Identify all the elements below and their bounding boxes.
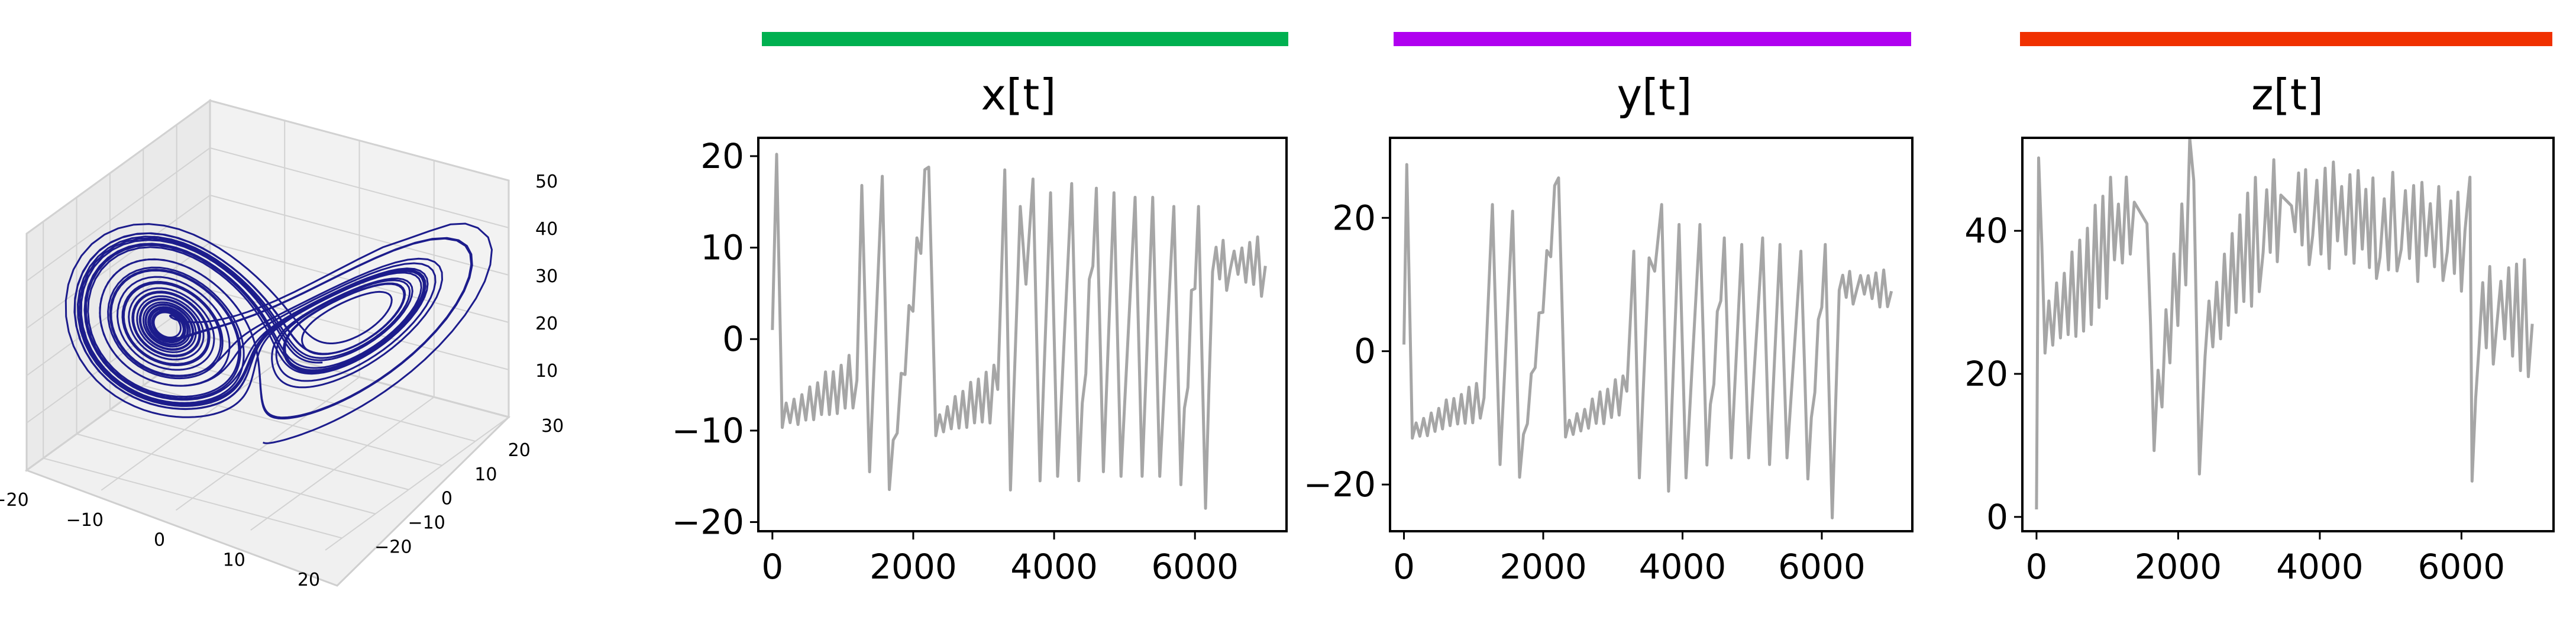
z-xtick-label: 6000 xyxy=(2418,547,2506,587)
x-ytick-label: 10 xyxy=(700,228,744,268)
y-tick-label: −20 xyxy=(374,537,412,558)
x-grid-floor xyxy=(250,396,435,531)
z-xtick-label: 4000 xyxy=(2276,547,2364,587)
x-axes-frame xyxy=(757,137,1288,532)
z-axes-frame xyxy=(2021,137,2555,532)
y-tick-label: 30 xyxy=(541,416,564,437)
z-tick-label: 50 xyxy=(535,172,558,192)
z-plot: 0 2000 4000 6000 0 20 40 xyxy=(1964,137,2555,587)
y-xtick-label: 0 xyxy=(1393,547,1415,587)
z-tick-label: 30 xyxy=(535,266,558,287)
z-xtick-label: 0 xyxy=(2025,547,2047,587)
x-xtick-label: 6000 xyxy=(1151,547,1239,587)
panel-z: z[t] 0 2000 4000 6000 0 20 40 xyxy=(1964,32,2555,587)
z-tick-label: 10 xyxy=(535,361,558,382)
y-tick-label: 20 xyxy=(508,440,531,461)
x-tick-label: 10 xyxy=(223,550,245,570)
y-grid-floor xyxy=(43,457,342,539)
x-xtick-label: 2000 xyxy=(870,547,957,587)
x-tick-label: −10 xyxy=(66,510,104,531)
z-color-bar xyxy=(2020,32,2552,46)
y-grid-floor xyxy=(176,360,476,442)
z-grid-left xyxy=(26,100,211,234)
y-grid-floor xyxy=(76,433,376,515)
z-grid-left xyxy=(26,195,211,329)
x-xtick-label: 0 xyxy=(761,547,783,587)
y-axes-frame xyxy=(1389,137,1914,532)
x-ytick-label: −20 xyxy=(672,502,744,542)
y-xtick-label: 6000 xyxy=(1778,547,1866,587)
x-plot: 0 2000 4000 6000 −20 −10 0 10 20 xyxy=(672,136,1288,587)
x-grid-floor xyxy=(101,356,285,491)
y-tick-label: 0 xyxy=(441,489,453,509)
z-ytick-label: 20 xyxy=(1964,354,2008,394)
z-tick-label: 40 xyxy=(535,219,558,240)
x-tick-label: 0 xyxy=(154,530,165,551)
y-tick-label: 10 xyxy=(474,464,497,485)
y-ytick-label: 0 xyxy=(1354,331,1376,372)
x-xtick-label: 4000 xyxy=(1010,547,1098,587)
z-tick-label: 20 xyxy=(535,314,558,334)
y-plot: 0 2000 4000 6000 −20 0 20 xyxy=(1304,137,1914,587)
y-tick-label: −10 xyxy=(408,513,445,534)
x-ytick-label: −10 xyxy=(672,411,744,451)
z-grid-back xyxy=(209,195,509,276)
x-title: x[t] xyxy=(981,70,1056,119)
x-tick-label: 20 xyxy=(298,570,320,590)
y-grid-floor xyxy=(109,409,409,490)
x-grid-floor xyxy=(325,416,509,551)
y-series-line xyxy=(1402,163,1893,519)
ticks-3d: −20 −10 0 10 20 −20 −10 0 10 20 30 10 20 30 40 50 xyxy=(0,172,564,590)
z-grid-back xyxy=(209,147,509,228)
z-ytick-label: 40 xyxy=(1964,211,2008,251)
y-ytick-label: 20 xyxy=(1332,198,1376,238)
attractor-3d-plot: −20 −10 0 10 20 −20 −10 0 10 20 30 10 20 30 40 50 xyxy=(0,99,564,590)
x-ytick-label: 0 xyxy=(722,319,744,359)
panel-y: y[t] 0 2000 4000 6000 −20 0 20 xyxy=(1304,32,1914,587)
panel-x: x[t] 0 2000 4000 6000 −20 −10 0 10 20 xyxy=(672,32,1288,587)
attractor-line xyxy=(64,222,493,444)
y-color-bar xyxy=(1394,32,1911,46)
z-xtick-label: 2000 xyxy=(2135,547,2222,587)
z-series-line xyxy=(2035,137,2534,510)
x-color-bar xyxy=(762,32,1288,46)
x-ytick-label: 20 xyxy=(700,136,744,176)
x-series-line xyxy=(771,153,1267,510)
z-title: z[t] xyxy=(2251,70,2323,119)
z-grid-left xyxy=(26,147,211,282)
y-title: y[t] xyxy=(1617,70,1692,119)
y-ytick-label: −20 xyxy=(1304,464,1376,505)
y-xtick-label: 4000 xyxy=(1639,547,1727,587)
z-grid-back xyxy=(209,100,509,181)
x-tick-label: −20 xyxy=(0,490,29,511)
y-xtick-label: 2000 xyxy=(1499,547,1587,587)
z-ytick-label: 0 xyxy=(1986,497,2008,537)
